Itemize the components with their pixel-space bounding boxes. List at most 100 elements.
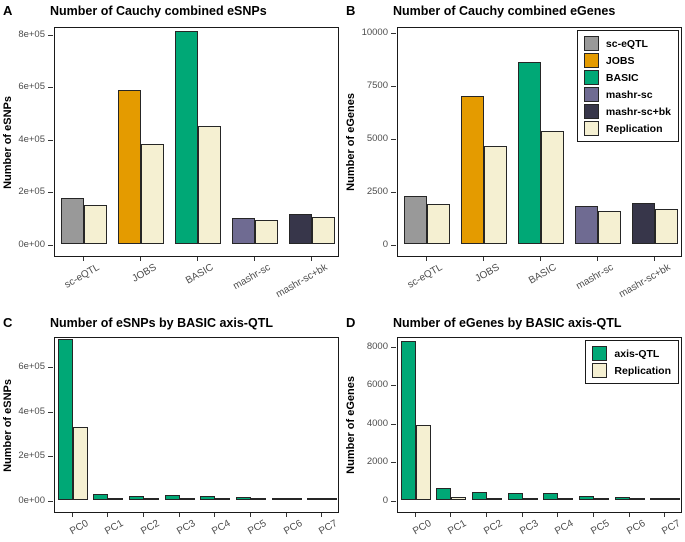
bar-Replication-PC0 bbox=[72, 427, 88, 500]
y-tick-label: 0e+00 bbox=[18, 495, 45, 506]
y-tick-label: 2500 bbox=[366, 186, 388, 198]
bar-Replication-mashr-sc bbox=[597, 211, 621, 244]
bar-axis-QTL-PC2 bbox=[129, 496, 145, 500]
bar-method-sc-eQTL bbox=[60, 198, 84, 244]
bar-Replication-PC6 bbox=[286, 497, 302, 500]
y-tick-mark bbox=[391, 462, 396, 464]
bar-axis-QTL-PC3 bbox=[507, 492, 523, 500]
bar-Replication-JOBS bbox=[140, 144, 164, 244]
x-tick-mark bbox=[425, 257, 427, 261]
bar-axis-QTL-PC7 bbox=[650, 497, 666, 500]
panel-D: D Number of eGenes by BASIC axis-QTL Num… bbox=[343, 312, 685, 542]
legend-item-sc-eQTL: sc-eQTL bbox=[583, 36, 671, 51]
y-tick-mark bbox=[48, 456, 53, 458]
bar-axis-QTL-PC1 bbox=[93, 494, 109, 500]
legend-item-mashr-sc: mashr-sc bbox=[583, 87, 671, 102]
bar-Replication-PC5 bbox=[250, 497, 266, 500]
bar-method-mashr-sc bbox=[231, 217, 255, 244]
x-tick-mark bbox=[596, 257, 598, 261]
panel-letter-b: B bbox=[346, 3, 356, 18]
bar-Replication-PC0 bbox=[415, 425, 431, 500]
bar-Replication-JOBS bbox=[483, 145, 507, 244]
x-tick-mark bbox=[196, 257, 198, 261]
x-tick-mark bbox=[285, 513, 287, 517]
x-tick-mark bbox=[107, 513, 109, 517]
bar-method-mashr-sc bbox=[574, 205, 598, 244]
plot-area-d: axis-QTL Replication bbox=[397, 337, 682, 513]
legend: axis-QTL Replication bbox=[585, 340, 679, 384]
chart-title-d: Number of eGenes by BASIC axis-QTL bbox=[393, 316, 622, 330]
bar-Replication-PC4 bbox=[215, 497, 231, 500]
x-tick-mark bbox=[253, 257, 255, 261]
y-tick-label: 4e+05 bbox=[18, 405, 45, 417]
bar-Replication-mashr-sc bbox=[254, 220, 278, 244]
legend: sc-eQTL JOBS BASIC mashr-sc mashr-sc+bk Repli… bbox=[576, 30, 679, 142]
y-tick-label: 6000 bbox=[366, 379, 388, 391]
legend-label: JOBS bbox=[605, 54, 635, 67]
y-tick-label: 0e+00 bbox=[18, 239, 45, 250]
bar-Replication-PC3 bbox=[179, 497, 195, 500]
bar-Replication-BASIC bbox=[540, 130, 564, 244]
x-tick-mark bbox=[592, 513, 594, 517]
legend-swatch bbox=[592, 346, 608, 361]
bar-method-BASIC bbox=[174, 31, 198, 244]
y-tick-label: 8000 bbox=[366, 340, 388, 352]
y-tick-mark bbox=[391, 33, 396, 35]
bar-axis-QTL-PC6 bbox=[271, 497, 287, 500]
legend-swatch bbox=[583, 53, 599, 68]
bar-method-JOBS bbox=[117, 90, 141, 244]
bar-axis-QTL-PC0 bbox=[400, 340, 416, 500]
bar-Replication-PC2 bbox=[144, 497, 160, 500]
bar-Replication-PC6 bbox=[629, 497, 645, 500]
chart-title-c: Number of eSNPs by BASIC axis-QTL bbox=[50, 316, 273, 330]
bar-method-mashr-sc+bk bbox=[631, 202, 655, 244]
y-tick-mark bbox=[391, 501, 396, 502]
y-tick-mark bbox=[48, 87, 53, 89]
y-tick-mark bbox=[48, 34, 53, 36]
x-tick-mark bbox=[450, 513, 452, 517]
bar-Replication-BASIC bbox=[197, 126, 221, 244]
bar-axis-QTL-PC7 bbox=[307, 497, 323, 500]
legend-label: Replication bbox=[605, 122, 663, 135]
plot-area-a bbox=[54, 27, 339, 257]
bar-Replication-mashr-sc+bk bbox=[654, 209, 678, 244]
bar-Replication-PC1 bbox=[108, 497, 124, 500]
legend-item-JOBS: JOBS bbox=[583, 53, 671, 68]
legend-label: Replication bbox=[614, 364, 671, 377]
legend-label: mashr-sc+bk bbox=[605, 105, 671, 118]
y-tick-label: 2e+05 bbox=[18, 450, 45, 462]
legend-swatch bbox=[583, 87, 599, 102]
x-tick-label: PC0 bbox=[410, 518, 434, 538]
bar-axis-QTL-PC4 bbox=[543, 493, 559, 500]
panel-B: B Number of Cauchy combined eGenes Numbe… bbox=[343, 0, 685, 312]
y-tick-mark bbox=[391, 423, 396, 425]
x-tick-mark bbox=[414, 513, 416, 517]
bar-Replication-PC7 bbox=[322, 497, 338, 500]
x-tick-mark bbox=[539, 257, 541, 261]
x-tick-mark bbox=[653, 257, 655, 261]
bar-axis-QTL-PC5 bbox=[235, 497, 251, 500]
bar-axis-QTL-PC1 bbox=[436, 488, 452, 500]
y-tick-mark bbox=[391, 346, 396, 348]
x-tick-mark bbox=[249, 513, 251, 517]
y-tick-mark bbox=[48, 245, 53, 246]
bar-axis-QTL-PC5 bbox=[578, 495, 594, 500]
legend-item-mashr-sc+bk: mashr-sc+bk bbox=[583, 104, 671, 119]
x-tick-mark bbox=[310, 257, 312, 261]
y-tick-mark bbox=[391, 86, 396, 88]
x-tick-mark bbox=[71, 513, 73, 517]
y-tick-label: 10000 bbox=[361, 27, 388, 39]
x-tick-mark bbox=[139, 257, 141, 261]
panel-letter-a: A bbox=[3, 3, 13, 18]
bar-method-BASIC bbox=[517, 61, 541, 244]
legend-item-axis-QTL: axis-QTL bbox=[592, 346, 671, 361]
legend-label: sc-eQTL bbox=[605, 37, 648, 50]
y-tick-label: 5000 bbox=[366, 133, 388, 145]
chart-title-a: Number of Cauchy combined eSNPs bbox=[50, 4, 267, 18]
bar-Replication-sc-eQTL bbox=[83, 204, 107, 244]
x-tick-mark bbox=[521, 513, 523, 517]
x-tick-mark bbox=[143, 513, 145, 517]
y-tick-mark bbox=[391, 192, 396, 194]
x-tick-mark bbox=[557, 513, 559, 517]
